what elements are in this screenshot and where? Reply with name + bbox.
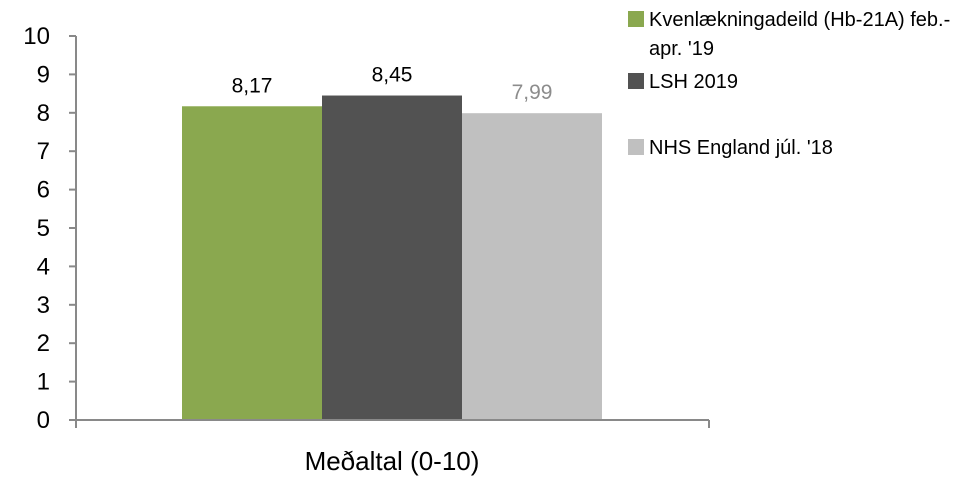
y-tick-label: 6 <box>37 177 50 204</box>
y-tick-label: 9 <box>37 61 50 88</box>
y-tick-label: 3 <box>37 292 50 319</box>
y-tick-label: 1 <box>37 369 50 396</box>
data-label-1: 8,17 <box>232 74 273 97</box>
legend-swatch-lsh-2019 <box>628 73 644 89</box>
legend-label-nhs-england: NHS England júl. '18 <box>649 137 833 159</box>
legend-swatch-nhs-england <box>628 139 644 155</box>
legend-label-lsh-2019: LSH 2019 <box>649 71 738 93</box>
legend-item-lsh-2019: LSH 2019 <box>628 68 965 97</box>
data-label-3: 7,99 <box>512 81 553 104</box>
data-labels: 8,17 8,45 7,99 <box>232 64 553 105</box>
y-tick-label: 0 <box>37 407 50 434</box>
legend-item-nhs-england: NHS England júl. '18 <box>628 134 965 163</box>
y-tick-label: 2 <box>37 330 50 357</box>
legend-item-kvenlaekningadeild: Kvenlækningadeild (Hb-21A) feb.-apr. '19 <box>628 6 965 64</box>
y-tick-label: 10 <box>23 23 50 50</box>
legend-label-kvenlaekningadeild: Kvenlækningadeild (Hb-21A) feb.-apr. '19 <box>649 9 951 60</box>
y-tick-labels: 0 1 2 3 4 5 6 7 8 9 10 <box>23 23 50 434</box>
y-tick-label: 8 <box>37 100 50 127</box>
y-axis <box>69 35 77 421</box>
bar-3 <box>462 113 602 421</box>
data-label-2: 8,45 <box>372 64 413 87</box>
legend-swatch-kvenlaekningadeild <box>628 11 644 27</box>
x-axis <box>75 419 710 428</box>
y-tick-label: 4 <box>37 253 50 280</box>
y-tick-label: 5 <box>37 215 50 242</box>
bars <box>182 95 602 421</box>
bar-1 <box>182 106 322 420</box>
x-category-label: Meðaltal (0-10) <box>305 446 480 476</box>
y-tick-label: 7 <box>37 138 50 165</box>
bar-2 <box>322 95 462 421</box>
